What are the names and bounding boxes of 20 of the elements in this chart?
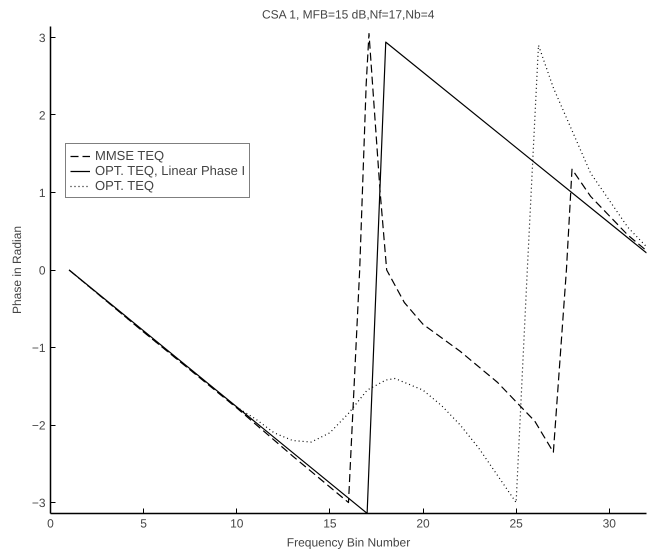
x-tick-label: 10 <box>230 516 244 530</box>
y-tick-label: −1 <box>32 341 46 356</box>
x-tick-label: 30 <box>602 516 616 530</box>
x-tick-label: 25 <box>509 516 524 530</box>
legend-label: MMSE TEQ <box>95 148 164 163</box>
x-tick-label: 15 <box>323 516 337 530</box>
y-tick-label: 2 <box>38 108 46 122</box>
x-tick-label: 5 <box>140 516 148 530</box>
legend-label: OPT. TEQ, Linear Phase I <box>95 163 246 178</box>
x-tick-label: 0 <box>47 516 54 530</box>
y-axis-title: Phase in Radian <box>10 226 24 314</box>
y-tick-label: 3 <box>38 30 46 45</box>
y-tick-label: 1 <box>38 186 46 200</box>
legend-label: OPT. TEQ <box>95 178 154 193</box>
chart-title: CSA 1, MFB=15 dB,Nf=17,Nb=4 <box>262 8 435 22</box>
x-axis-title: Frequency Bin Number <box>286 536 410 550</box>
y-tick-label: −3 <box>32 496 46 510</box>
y-tick-label: −2 <box>32 418 46 433</box>
y-tick-label: 0 <box>38 264 46 278</box>
x-tick-label: 20 <box>416 516 430 530</box>
